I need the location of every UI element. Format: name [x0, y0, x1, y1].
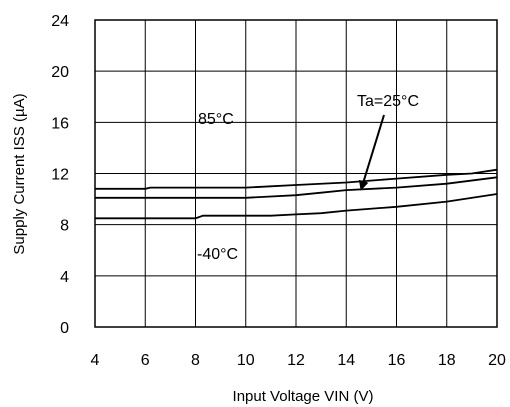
y-tick-label: 20 [51, 64, 69, 81]
ta-25c-arrow [358, 114, 385, 191]
y-tick-label: 12 [51, 167, 69, 184]
gridlines [95, 20, 497, 327]
y-tick-label: 24 [51, 13, 69, 30]
series-line-0 [95, 168, 498, 190]
label-ta-25c: Ta=25°C [357, 93, 419, 110]
x-tick-label: 20 [488, 352, 506, 369]
label-minus-40c: -40°C [197, 246, 238, 263]
x-tick-label: 6 [141, 352, 150, 369]
x-tick-label: 12 [287, 352, 305, 369]
series-line-2 [95, 193, 498, 220]
x-tick-label: 14 [337, 352, 355, 369]
y-tick-label: 4 [60, 269, 69, 286]
y-tick-label: 0 [60, 320, 69, 337]
y-tick-label: 16 [51, 115, 69, 132]
x-tick-label: 8 [191, 352, 200, 369]
x-axis-title: Input Voltage VIN (V) [233, 388, 374, 405]
plot-frame [94, 19, 498, 328]
x-tick-label: 18 [438, 352, 456, 369]
x-tick-label: 16 [388, 352, 406, 369]
series-layer [95, 168, 498, 220]
y-axis-title: Supply Current ISS (µA) [11, 93, 28, 254]
series-line-1 [95, 176, 498, 199]
x-tick-labels: 4 6 8 10 12 14 16 18 20 [91, 352, 506, 369]
y-tick-label: 8 [60, 218, 69, 235]
label-85c: 85°C [198, 111, 234, 128]
x-tick-label: 10 [237, 352, 255, 369]
x-tick-label: 4 [91, 352, 100, 369]
y-tick-labels: 0 4 8 12 16 20 24 [51, 13, 69, 337]
